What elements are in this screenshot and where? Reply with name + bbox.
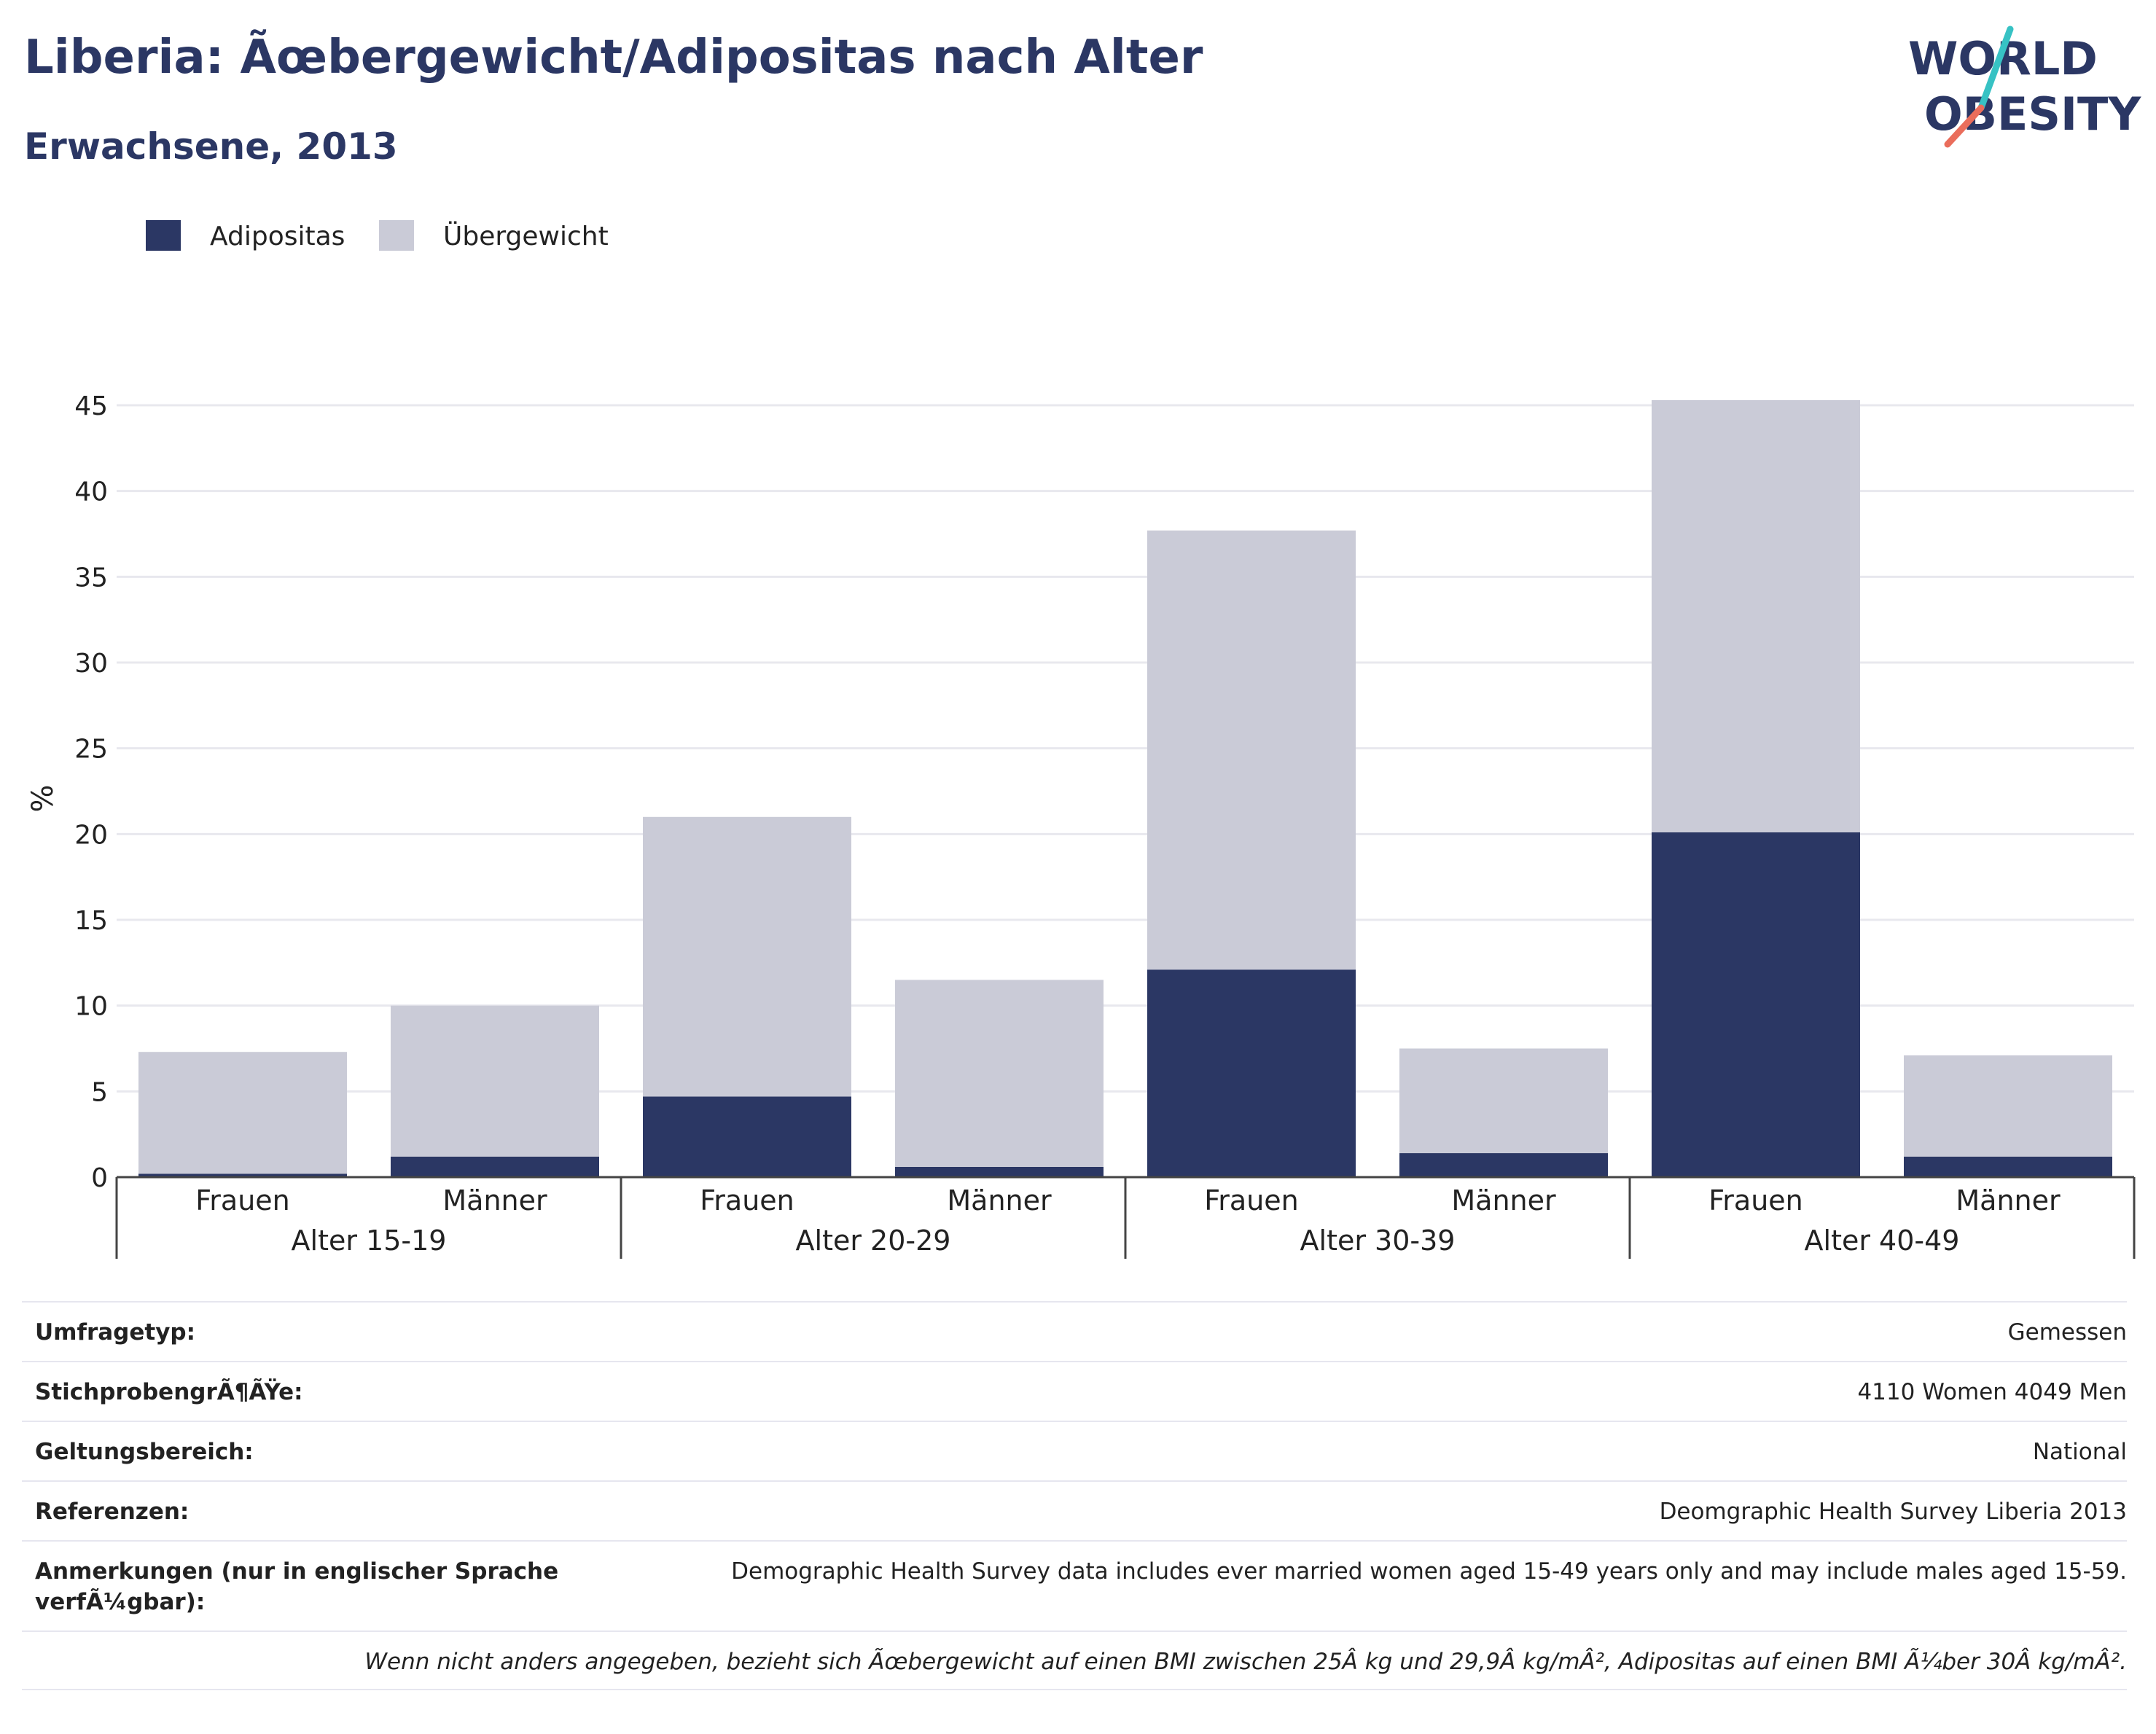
x-category-label: Frauen — [700, 1184, 794, 1216]
x-group-label: Alter 15-19 — [292, 1225, 447, 1257]
legend-label-adipositas: Adipositas — [210, 222, 345, 251]
info-value: Demographic Health Survey data includes … — [731, 1558, 2127, 1585]
footnote-row: Wenn nicht anders angegeben, bezieht sic… — [22, 1630, 2127, 1690]
x-group-label: Alter 20-29 — [796, 1225, 951, 1257]
info-row: StichprobengrÃ¶ÃŸe: 4110 Women 4049 Men — [22, 1361, 2127, 1421]
stacked-bar-chart: Adipositas Übergewicht 0 5 10 15 20 25 30 35 40 45… — [26, 220, 2136, 1259]
info-label: Anmerkungen (nur in englischer Sprache v… — [35, 1558, 559, 1615]
logo-slash-teal — [1977, 26, 2014, 112]
bar-uebergewicht-6 — [1399, 1048, 1608, 1154]
bar-adipositas-5 — [1147, 969, 1356, 1177]
x-axis: Frauen Männer Frauen Männer Frauen Männer Frau… — [115, 1176, 2136, 1259]
bar-uebergewicht-4 — [895, 980, 1104, 1167]
bar-adipositas-3 — [643, 1096, 851, 1177]
y-tick-label: 45 — [74, 391, 108, 421]
legend-swatch-uebergewicht — [379, 220, 414, 251]
x-category-label: Männer — [947, 1184, 1052, 1216]
info-row: Geltungsbereich: National — [22, 1421, 2127, 1480]
info-value: 4110 Women 4049 Men — [1857, 1379, 2127, 1405]
legend: Adipositas Übergewicht — [146, 220, 609, 251]
page-subtitle: Erwachsene, 2013 — [24, 125, 398, 168]
x-category-label: Frauen — [1204, 1184, 1299, 1216]
x-category-label: Männer — [1956, 1184, 2061, 1216]
info-label: StichprobengrÃ¶ÃŸe: — [35, 1379, 303, 1405]
info-row: Anmerkungen (nur in englischer Sprache v… — [22, 1540, 2127, 1630]
x-category-label: Männer — [1451, 1184, 1556, 1216]
info-label: Umfragetyp: — [35, 1319, 195, 1346]
info-row: Umfragetyp: Gemessen — [22, 1301, 2127, 1361]
bar-adipositas-7 — [1652, 832, 1860, 1177]
y-axis-title: % — [26, 784, 60, 812]
info-table: Umfragetyp: Gemessen StichprobengrÃ¶ÃŸe: 41… — [22, 1301, 2127, 1690]
x-group-label: Alter 40-49 — [1805, 1225, 1960, 1257]
y-tick-label: 35 — [74, 563, 108, 593]
x-group-label: Alter 30-39 — [1300, 1225, 1456, 1257]
x-category-label: Frauen — [195, 1184, 290, 1216]
y-tick-label: 10 — [74, 992, 108, 1022]
bar-uebergewicht-8 — [1904, 1055, 2112, 1157]
logo-slash-coral — [1944, 104, 1985, 148]
y-tick-label: 30 — [74, 649, 108, 679]
info-label: Geltungsbereich: — [35, 1439, 254, 1465]
bar-adipositas-4 — [895, 1166, 1104, 1177]
info-label: Referenzen: — [35, 1499, 190, 1525]
bar-adipositas-8 — [1904, 1156, 2112, 1177]
bar-adipositas-1 — [138, 1173, 347, 1177]
y-tick-label: 15 — [74, 906, 108, 936]
bar-adipositas-2 — [391, 1156, 599, 1177]
info-row: Referenzen: Deomgraphic Health Survey Lib… — [22, 1480, 2127, 1540]
bar-uebergewicht-7 — [1652, 399, 1860, 832]
x-category-label: Männer — [442, 1184, 547, 1216]
bar-uebergewicht-2 — [391, 1005, 599, 1157]
bar-uebergewicht-1 — [138, 1052, 347, 1174]
bars — [138, 399, 2112, 1177]
x-category-label: Frauen — [1708, 1184, 1803, 1216]
footnote: Wenn nicht anders angegeben, bezieht sic… — [364, 1649, 2127, 1675]
legend-swatch-adipositas — [146, 220, 181, 251]
y-tick-label: 5 — [91, 1077, 108, 1107]
y-tick-label: 40 — [74, 477, 108, 507]
world-obesity-logo: WORLD OBESITY — [1908, 26, 2141, 148]
page-title: Liberia: Ãœbergewicht/Adipositas nach Al… — [24, 31, 1203, 85]
bar-uebergewicht-5 — [1147, 530, 1356, 970]
y-tick-label: 25 — [74, 735, 108, 765]
info-value: National — [2032, 1439, 2127, 1465]
y-tick-label: 20 — [74, 820, 108, 850]
bar-uebergewicht-3 — [643, 816, 851, 1097]
bar-adipositas-6 — [1399, 1153, 1608, 1177]
info-value: Deomgraphic Health Survey Liberia 2013 — [1659, 1499, 2127, 1525]
y-tick-label: 0 — [91, 1163, 108, 1193]
legend-label-uebergewicht: Übergewicht — [443, 221, 609, 251]
info-value: Gemessen — [2007, 1319, 2127, 1346]
y-axis: 0 5 10 15 20 25 30 35 40 45% — [26, 391, 108, 1193]
